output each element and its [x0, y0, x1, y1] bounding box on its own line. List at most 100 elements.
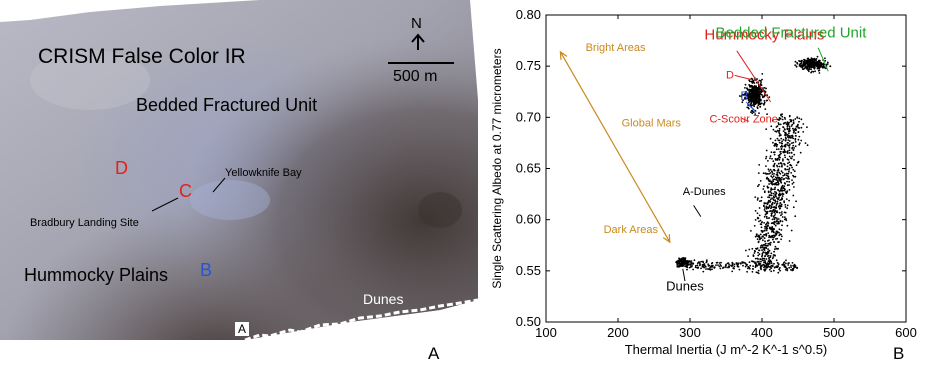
data-point: [808, 62, 811, 65]
data-point: [761, 252, 764, 255]
data-point: [784, 266, 787, 269]
data-point: [750, 230, 752, 232]
data-point: [751, 247, 754, 250]
data-point: [752, 260, 755, 263]
data-point: [779, 134, 781, 137]
data-point: [787, 124, 789, 126]
data-point: [767, 244, 769, 247]
data-point: [703, 263, 706, 265]
data-point: [798, 60, 801, 63]
label-site-b: B: [200, 260, 213, 280]
annotation-b: B: [740, 89, 748, 103]
scatter-points: [675, 55, 832, 275]
data-point: [762, 263, 764, 266]
data-point: [741, 93, 744, 96]
data-point: [696, 267, 699, 269]
leader-bedded: [817, 47, 829, 72]
data-point: [817, 62, 820, 65]
data-point: [781, 220, 784, 223]
data-point: [750, 80, 753, 83]
data-point: [771, 171, 774, 174]
data-point: [787, 139, 790, 142]
data-point: [804, 59, 807, 62]
annotation-hummocky-plains: Hummocky Plains: [704, 27, 824, 44]
data-point: [718, 265, 721, 268]
data-point: [770, 262, 773, 264]
map-title: CRISM False Color IR: [38, 45, 246, 68]
data-point: [766, 217, 768, 220]
data-point: [778, 231, 780, 234]
data-point: [786, 165, 789, 168]
data-point: [792, 137, 795, 140]
data-point: [755, 100, 758, 103]
data-point: [781, 176, 783, 179]
y-tick-label: 0.50: [516, 314, 541, 329]
data-point: [680, 259, 682, 261]
data-point: [759, 105, 762, 108]
data-point: [793, 170, 796, 173]
data-point: [792, 141, 795, 144]
data-point: [765, 266, 768, 269]
data-point: [793, 130, 795, 133]
data-point: [829, 65, 832, 68]
data-point: [757, 197, 759, 200]
data-point: [751, 78, 754, 81]
data-point: [788, 189, 791, 191]
data-point: [768, 242, 770, 245]
data-point: [777, 130, 780, 133]
data-point: [686, 263, 689, 265]
data-point: [781, 197, 783, 199]
data-point: [793, 147, 795, 149]
data-point: [780, 181, 782, 184]
data-point: [792, 174, 794, 177]
data-point: [763, 234, 765, 236]
data-point: [786, 152, 789, 155]
data-point: [754, 265, 757, 268]
global-mars-arrow: [559, 50, 671, 244]
data-point: [774, 216, 777, 219]
data-point: [782, 138, 785, 141]
data-point: [763, 215, 766, 218]
data-point: [725, 263, 727, 266]
data-point: [794, 145, 797, 148]
data-point: [819, 59, 821, 62]
data-point: [764, 172, 767, 175]
data-point: [785, 172, 788, 175]
data-point: [760, 84, 763, 86]
panel-b-chart: 100 200 300 400 500 600 0.50 0.55 0.60 0.65 0.70 0.…: [484, 0, 925, 368]
data-point: [758, 91, 761, 93]
data-point: [762, 204, 765, 207]
data-point: [771, 157, 773, 160]
data-point: [788, 180, 791, 183]
data-point: [758, 260, 760, 263]
data-point: [731, 270, 734, 273]
data-point: [763, 87, 766, 89]
data-point: [780, 146, 782, 148]
data-point: [770, 187, 773, 190]
data-point: [776, 217, 778, 220]
yellowknife-pointer: [212, 177, 226, 193]
data-point: [758, 207, 761, 209]
data-point: [816, 64, 819, 67]
data-point: [770, 180, 773, 183]
chart-axes: 100 200 300 400 500 600 0.50 0.55 0.60 0.65 0.70 0.…: [490, 7, 917, 357]
data-point: [766, 251, 768, 254]
data-point: [778, 118, 780, 121]
data-point: [779, 267, 781, 269]
data-point: [826, 63, 829, 65]
data-point: [762, 172, 765, 175]
data-point: [776, 200, 779, 203]
data-point: [758, 264, 761, 266]
data-point: [750, 85, 753, 88]
data-point: [798, 65, 801, 67]
data-point: [808, 65, 811, 68]
label-site-d: D: [115, 158, 128, 178]
data-point: [783, 261, 786, 263]
data-point: [769, 243, 772, 246]
data-point: [782, 122, 785, 125]
data-point: [760, 258, 762, 261]
data-point: [748, 248, 751, 251]
data-point: [770, 267, 773, 269]
data-point: [760, 196, 763, 199]
data-point: [748, 96, 750, 99]
